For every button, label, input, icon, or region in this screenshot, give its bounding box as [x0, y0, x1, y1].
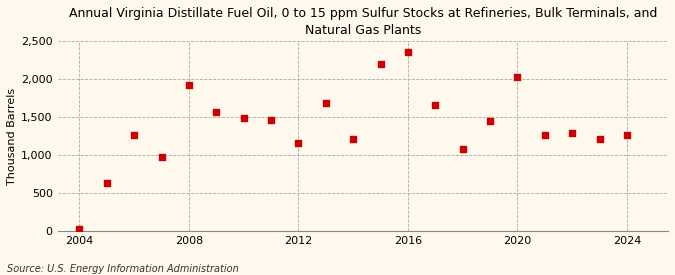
Point: [485, 119, 495, 123]
Point: [211, 110, 222, 115]
Point: [594, 137, 605, 141]
Point: [622, 132, 632, 137]
Point: [293, 141, 304, 145]
Point: [512, 75, 523, 79]
Point: [348, 137, 358, 141]
Point: [375, 62, 386, 67]
Point: [74, 227, 85, 231]
Point: [184, 83, 194, 87]
Point: [266, 118, 277, 122]
Point: [402, 50, 413, 54]
Point: [430, 103, 441, 107]
Point: [321, 100, 331, 105]
Title: Annual Virginia Distillate Fuel Oil, 0 to 15 ppm Sulfur Stocks at Refineries, Bu: Annual Virginia Distillate Fuel Oil, 0 t…: [69, 7, 657, 37]
Y-axis label: Thousand Barrels: Thousand Barrels: [7, 87, 17, 185]
Point: [101, 181, 112, 185]
Point: [539, 132, 550, 137]
Text: Source: U.S. Energy Information Administration: Source: U.S. Energy Information Administ…: [7, 264, 238, 274]
Point: [567, 131, 578, 135]
Point: [156, 154, 167, 159]
Point: [129, 132, 140, 137]
Point: [238, 116, 249, 120]
Point: [458, 147, 468, 151]
